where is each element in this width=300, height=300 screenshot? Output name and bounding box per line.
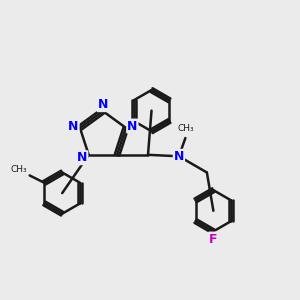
Text: CH₃: CH₃ [11,165,27,174]
Text: N: N [174,150,184,163]
Text: N: N [98,98,108,111]
Text: CH₃: CH₃ [178,124,194,133]
Text: F: F [209,232,218,245]
Text: N: N [68,120,79,133]
Text: N: N [77,151,87,164]
Text: N: N [127,120,137,133]
